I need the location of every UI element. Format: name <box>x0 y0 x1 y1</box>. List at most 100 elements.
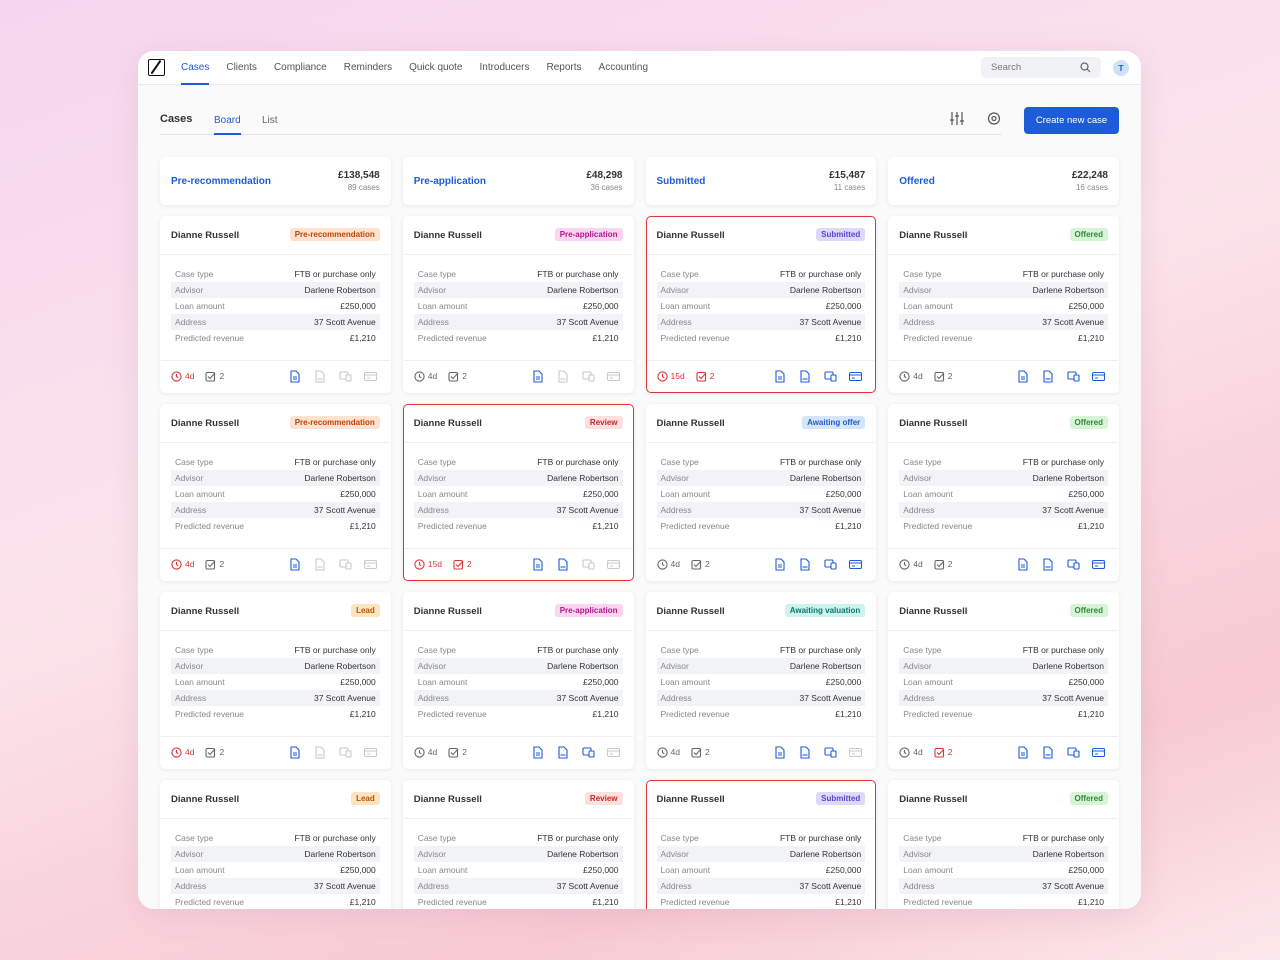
document-icon[interactable] <box>363 746 377 759</box>
nav-item[interactable]: Introducers <box>479 61 530 73</box>
document-icon[interactable] <box>1017 557 1030 571</box>
document-icon[interactable] <box>799 557 812 571</box>
tab[interactable]: Board <box>214 115 241 135</box>
avatar[interactable]: T <box>1113 60 1129 76</box>
document-icon[interactable] <box>581 558 595 571</box>
document-icon[interactable] <box>289 369 302 383</box>
field-row: Predicted revenue £1,210 <box>657 518 866 534</box>
case-card[interactable]: Dianne Russell Offered Case type FTB or pur… <box>888 216 1119 393</box>
case-card[interactable]: Dianne Russell Submitted Case type FTB or p… <box>645 780 877 909</box>
nav-item[interactable]: Reminders <box>343 61 393 73</box>
document-icon[interactable] <box>1092 746 1105 759</box>
nav-item[interactable]: Quick quote <box>409 61 463 73</box>
logo[interactable] <box>148 59 165 76</box>
document-icon[interactable] <box>1067 558 1080 571</box>
case-card[interactable]: Dianne Russell Lead Case type FTB or purcha… <box>160 592 391 769</box>
case-card[interactable]: Dianne Russell Pre-recommendation Case typ… <box>160 216 391 393</box>
case-card[interactable]: Dianne Russell Review Case type FTB or purc… <box>402 780 634 909</box>
document-icon[interactable] <box>363 558 377 571</box>
document-icon[interactable] <box>849 746 863 759</box>
document-icon[interactable] <box>557 369 570 383</box>
fields: Case type FTB or purchase only Advisor Darl… <box>413 266 623 346</box>
document-icon[interactable] <box>1092 558 1105 571</box>
field-label: Address <box>175 505 207 515</box>
document-icon[interactable] <box>314 745 327 759</box>
document-icon[interactable] <box>289 745 302 759</box>
create-button[interactable]: Create new case <box>1024 107 1119 134</box>
document-icon[interactable] <box>557 745 570 759</box>
document-icon[interactable] <box>1067 370 1080 383</box>
settings-icon[interactable] <box>987 112 1001 125</box>
field-row: Case type FTB or purchase only <box>657 642 866 658</box>
nav-item[interactable]: Reports <box>546 61 582 73</box>
divider <box>403 736 633 737</box>
document-icon[interactable] <box>1067 746 1080 759</box>
search-box[interactable]: Search <box>981 57 1101 78</box>
document-icon[interactable] <box>606 370 620 383</box>
document-icon[interactable] <box>774 369 787 383</box>
document-icon[interactable] <box>606 746 620 759</box>
document-icon[interactable] <box>363 370 377 383</box>
document-icon[interactable] <box>824 558 837 571</box>
field-row: Advisor Darlene Robertson <box>899 282 1108 298</box>
nav-item[interactable]: Compliance <box>273 61 327 73</box>
document-icon[interactable] <box>339 746 352 759</box>
document-icon[interactable] <box>1042 369 1055 383</box>
document-icon[interactable] <box>289 557 302 571</box>
document-icon[interactable] <box>532 557 545 571</box>
document-icon[interactable] <box>824 370 837 383</box>
field-label: Advisor <box>417 285 447 295</box>
document-icon[interactable] <box>774 557 787 571</box>
document-icon[interactable] <box>849 558 863 571</box>
field-label: Predicted revenue <box>903 521 973 531</box>
case-card[interactable]: Dianne Russell Pre-recommendation Case typ… <box>160 404 391 581</box>
column-summary[interactable]: Offered £22,248 16 cases <box>888 157 1119 205</box>
case-card[interactable]: Dianne Russell Lead Case type FTB or purcha… <box>160 780 391 909</box>
time-open: 15d <box>656 370 685 382</box>
case-card[interactable]: Dianne Russell Awaiting valuation Case typ… <box>645 592 877 769</box>
tasks: 2 <box>448 747 467 758</box>
document-icon[interactable] <box>1042 557 1055 571</box>
field-row: Loan amount £250,000 <box>899 298 1108 314</box>
column-summary[interactable]: Pre-recommendation £138,548 89 cases <box>160 157 391 205</box>
case-card[interactable]: Dianne Russell Awaiting offer Case type FTB… <box>645 404 877 581</box>
document-icon[interactable] <box>1042 745 1055 759</box>
case-card[interactable]: Dianne Russell Review Case type FTB or purc… <box>402 404 634 581</box>
document-icon[interactable] <box>849 370 863 383</box>
document-icon[interactable] <box>532 745 545 759</box>
document-icon[interactable] <box>1017 369 1030 383</box>
case-card[interactable]: Dianne Russell Offered Case type FTB or pur… <box>888 404 1119 581</box>
document-icon[interactable] <box>824 746 837 759</box>
filter-icon[interactable] <box>950 112 964 125</box>
nav-item[interactable]: Accounting <box>598 61 649 73</box>
field-row: Address 37 Scott Avenue <box>413 314 623 330</box>
case-card[interactable]: Dianne Russell Pre-application Case type FT… <box>402 592 634 769</box>
document-icon[interactable] <box>557 557 570 571</box>
document-icon[interactable] <box>532 369 545 383</box>
document-icon[interactable] <box>581 746 595 759</box>
nav-item[interactable]: Cases <box>181 51 210 85</box>
case-card[interactable]: Dianne Russell Offered Case type FTB or pur… <box>888 592 1119 769</box>
document-icon[interactable] <box>314 369 327 383</box>
document-icon[interactable] <box>581 370 595 383</box>
document-icon[interactable] <box>339 370 352 383</box>
document-icon[interactable] <box>1017 745 1030 759</box>
tasks: 2 <box>696 371 714 382</box>
document-icon[interactable] <box>1092 370 1105 383</box>
case-card[interactable]: Dianne Russell Submitted Case type FTB or p… <box>645 216 877 393</box>
case-card[interactable]: Dianne Russell Pre-application Case type FT… <box>402 216 634 393</box>
tab[interactable]: List <box>262 115 278 126</box>
field-label: Case type <box>417 457 457 467</box>
nav-item[interactable]: Clients <box>226 61 257 73</box>
document-icon[interactable] <box>606 558 620 571</box>
document-icon[interactable] <box>799 369 812 383</box>
field-value: 37 Scott Avenue <box>313 881 376 891</box>
document-icon[interactable] <box>339 558 352 571</box>
column-summary[interactable]: Pre-application £48,298 36 cases <box>402 157 634 205</box>
document-icon[interactable] <box>314 557 327 571</box>
column-summary[interactable]: Submitted £15,487 11 cases <box>645 157 877 205</box>
document-icon[interactable] <box>774 745 787 759</box>
document-icon[interactable] <box>799 745 812 759</box>
case-card[interactable]: Dianne Russell Offered Case type FTB or pur… <box>888 780 1119 909</box>
time-open: 15d <box>414 558 442 570</box>
